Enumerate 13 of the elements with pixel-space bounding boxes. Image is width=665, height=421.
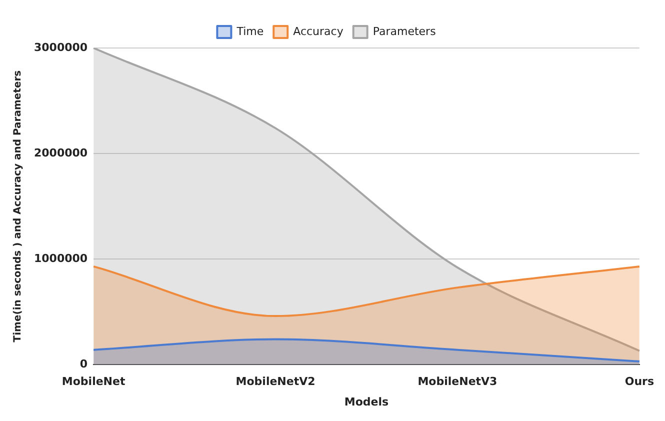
legend-label: Time <box>236 24 264 38</box>
x-axis-title: Models <box>344 395 390 408</box>
y-tick-label: 3000000 <box>34 40 88 54</box>
x-tick-label: Ours <box>624 375 654 388</box>
y-tick-label: 0 <box>80 357 88 370</box>
y-tick-label: 1000000 <box>34 252 88 265</box>
x-tick-label: MobileNet <box>62 375 126 388</box>
x-tick-label: MobileNetV2 <box>236 375 316 388</box>
y-axis-title: Time(in seconds ) and Accuracy and Parameters <box>12 70 24 342</box>
legend-label: Parameters <box>372 24 436 38</box>
y-tick-label: 2000000 <box>34 146 88 160</box>
x-tick-label: MobileNetV3 <box>418 375 498 388</box>
legend-label: Accuracy <box>293 24 344 38</box>
